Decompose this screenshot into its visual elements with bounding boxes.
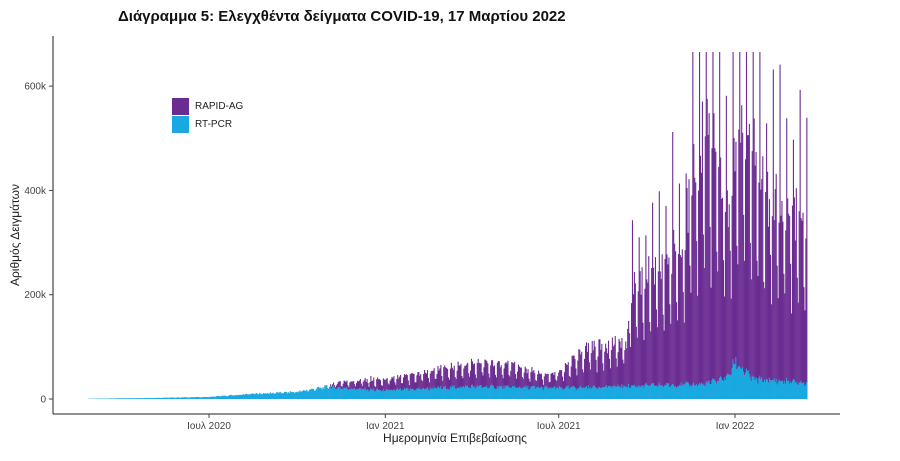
legend-label-rapid-ag: RAPID-AG <box>195 100 244 112</box>
y-tick-label: 0 <box>40 395 46 406</box>
y-tick-label: 600k <box>24 82 47 93</box>
legend-swatch-rt-pcr <box>172 115 189 133</box>
legend-swatch-rapid-ag <box>172 97 189 115</box>
x-axis-label: Ημερομηνία Επιβεβαίωσης <box>383 431 527 445</box>
legend: RAPID-AG RT-PCR <box>172 97 243 133</box>
legend-item-rt-pcr: RT-PCR <box>172 115 243 133</box>
legend-item-rapid-ag: RAPID-AG <box>172 97 243 115</box>
x-tick-label: Ιουλ 2020 <box>187 421 231 432</box>
x-tick-label: Ιουλ 2021 <box>537 421 581 432</box>
chart-title: Διάγραμμα 5: Ελεγχθέντα δείγματα COVID-1… <box>118 8 566 25</box>
y-tick-label: 400k <box>24 186 47 197</box>
y-axis-label: Αριθμός Δειγμάτων <box>8 183 22 287</box>
legend-label-rt-pcr: RT-PCR <box>195 118 233 130</box>
y-tick-label: 200k <box>24 290 47 301</box>
x-tick-label: Ιαν 2022 <box>716 421 755 432</box>
x-tick-label: Ιαν 2021 <box>366 421 405 432</box>
